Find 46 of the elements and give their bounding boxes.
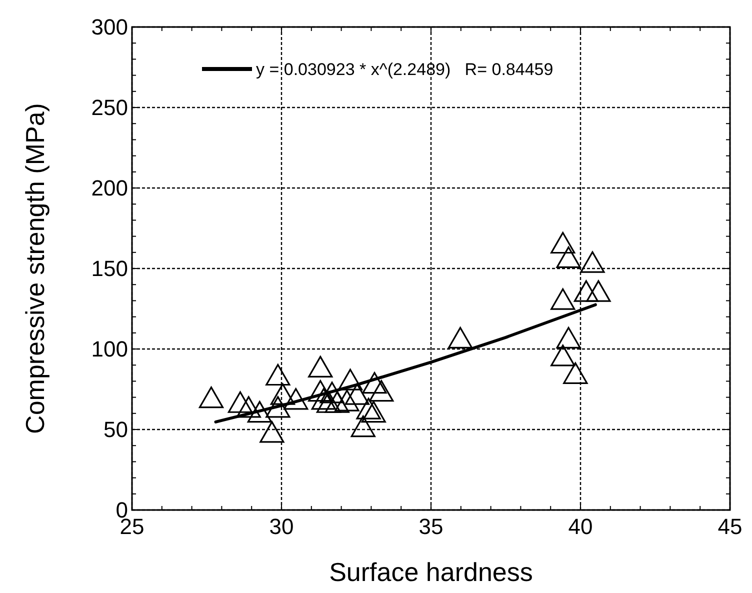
point <box>369 380 394 402</box>
point <box>236 396 261 418</box>
point <box>266 396 290 418</box>
y-tick-label: 50 <box>104 417 128 442</box>
point <box>334 390 360 412</box>
point <box>311 388 336 410</box>
point <box>198 386 224 408</box>
point <box>316 391 342 413</box>
point <box>308 356 333 378</box>
x-tick-label: 45 <box>718 514 742 539</box>
legend-label: y = 0.030923 * x^(2.2489) R= 0.84459 <box>256 60 554 79</box>
point <box>550 232 576 254</box>
y-tick-label: 300 <box>91 14 128 40</box>
point <box>574 280 598 302</box>
point <box>324 391 350 413</box>
point <box>344 383 370 405</box>
point <box>448 326 473 349</box>
point <box>228 391 253 413</box>
point <box>563 362 588 384</box>
point <box>266 364 290 386</box>
x-tick-label: 35 <box>418 514 444 539</box>
x-tick-label: 40 <box>568 514 593 539</box>
point <box>270 383 295 405</box>
point <box>308 380 333 402</box>
point <box>362 372 387 394</box>
y-tick-label: 150 <box>91 256 128 282</box>
y-tick-label: 100 <box>91 336 128 362</box>
point <box>320 382 344 404</box>
y-tick-label: 250 <box>91 95 128 120</box>
point <box>338 368 363 390</box>
point <box>586 280 611 302</box>
point <box>247 400 272 423</box>
point <box>260 421 284 443</box>
point <box>556 246 581 268</box>
point <box>580 251 605 273</box>
point <box>361 400 386 423</box>
point <box>550 344 576 366</box>
y-tick-label: 200 <box>91 176 128 201</box>
point <box>356 398 381 420</box>
point <box>350 415 376 438</box>
point <box>550 288 576 310</box>
point <box>556 326 581 349</box>
x-tick-label: 30 <box>269 514 294 539</box>
y-axis-title: Compressive strength (MPa) <box>20 103 50 434</box>
point <box>284 388 308 410</box>
x-axis-title: Surface hardness <box>329 557 533 587</box>
